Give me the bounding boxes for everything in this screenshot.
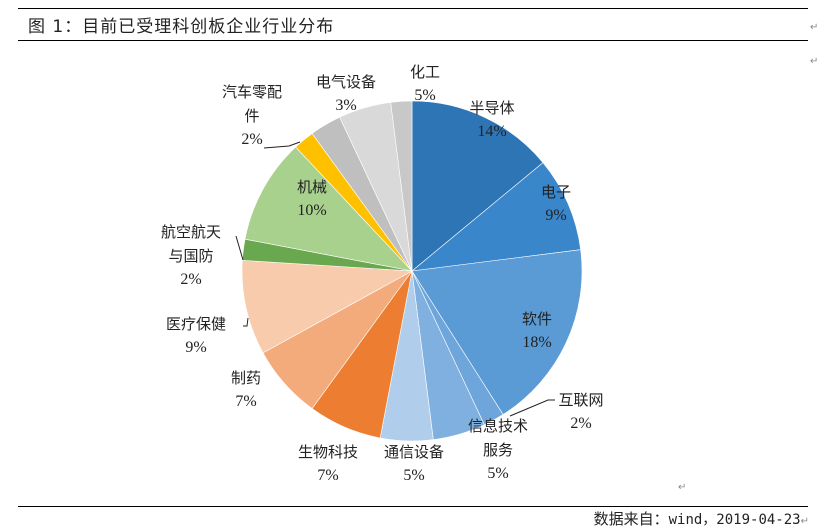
slice-label-percent: 10% (297, 202, 327, 219)
slice-label-percent: 2% (180, 271, 202, 288)
paragraph-mark: ↵ (678, 482, 687, 493)
slice-label: 制药 7% (231, 366, 261, 414)
pie-slice (411, 100, 544, 272)
slice-label-name: 互联网 (558, 391, 604, 409)
pie-slice (390, 100, 413, 272)
slice-label-name: 医疗保健 (166, 315, 227, 333)
leader-line-healthcare (243, 317, 249, 327)
bottom-rule (18, 506, 808, 507)
leader-line-aerospace (235, 235, 244, 261)
pie-slice (411, 162, 581, 272)
slice-label: 软件 18% (522, 307, 552, 355)
slice-label-name-line2: 服务 (483, 441, 514, 459)
leader-line-auto-parts (263, 141, 301, 149)
pie-slices (241, 100, 583, 442)
pie-slice (241, 260, 414, 354)
slice-label-name-line2: 与国防 (168, 247, 214, 265)
pie-slice (244, 146, 413, 272)
slice-label-percent: 9% (185, 339, 207, 356)
slice-label-name: 汽车零配 (222, 83, 283, 101)
slice-label: 电气设备 3% (316, 70, 376, 118)
slice-label-percent: 2% (241, 131, 263, 148)
figure-title: 图 1：目前已受理科创板企业行业分布 (28, 17, 335, 37)
slice-label-percent: 9% (545, 207, 567, 224)
slice-label: 信息技术服务 5% (468, 414, 528, 486)
slice-label-name: 半导体 (469, 99, 515, 117)
top-rule (18, 8, 808, 9)
source-text: wind，2019-04-23 (668, 512, 801, 528)
leader-lines (235, 141, 555, 417)
slice-label: 通信设备 5% (384, 440, 444, 488)
slice-label: 化工 5% (410, 60, 440, 108)
slice-label-percent: 5% (487, 465, 509, 482)
slice-label: 互联网 2% (559, 388, 604, 436)
slice-label: 生物科技 7% (298, 440, 358, 488)
source-note: 数据来自：wind，2019-04-23↵ (593, 510, 809, 528)
slice-label-percent: 5% (403, 467, 425, 484)
slice-label-percent: 5% (414, 87, 436, 104)
slice-label-name: 化工 (410, 63, 441, 81)
slice-label: 机械 10% (297, 175, 327, 223)
slice-label-name: 软件 (522, 310, 553, 328)
slice-label-name: 制药 (231, 369, 262, 387)
leader-line-internet (509, 399, 555, 417)
slice-label-percent: 7% (317, 467, 339, 484)
slice-label: 航空航天与国防 2% (161, 220, 221, 292)
slice-label-name: 电子 (541, 183, 572, 201)
source-prefix: 数据来自： (593, 510, 669, 528)
slice-label-percent: 18% (522, 334, 552, 351)
slice-label: 医疗保健 9% (166, 312, 226, 360)
slice-label-name: 机械 (297, 178, 328, 196)
slice-label-percent: 3% (335, 97, 357, 114)
paragraph-mark: ↵ (810, 22, 819, 33)
slice-label-name: 电气设备 (316, 73, 377, 91)
slice-label: 汽车零配件 2% (222, 80, 282, 152)
slice-label-percent: 2% (570, 415, 592, 432)
paragraph-mark: ↵ (810, 56, 819, 67)
slice-label: 半导体 14% (470, 96, 515, 144)
pie-slice (411, 249, 583, 415)
slice-label-percent: 7% (235, 393, 257, 410)
slice-label-percent: 14% (477, 123, 507, 140)
slice-label-name: 通信设备 (384, 443, 445, 461)
slice-label-name: 航空航天 (161, 223, 222, 241)
slice-label: 电子 9% (541, 180, 571, 228)
title-underline (18, 40, 808, 41)
slice-label-name: 信息技术 (468, 417, 529, 435)
slice-label-name-line2: 件 (244, 107, 260, 125)
slice-label-name: 生物科技 (298, 443, 359, 461)
